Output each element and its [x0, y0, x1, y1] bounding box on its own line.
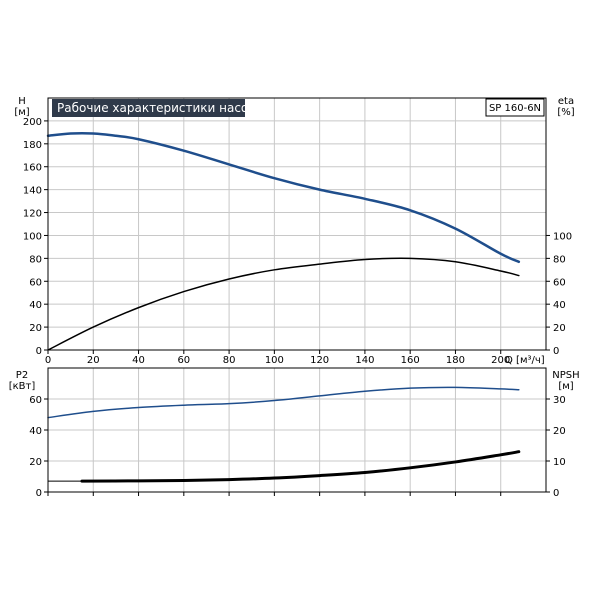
right-tick-label: 0 — [553, 488, 559, 499]
chart-title-background — [52, 99, 245, 117]
left-tick-label: 160 — [23, 163, 42, 174]
head-efficiency-chart: 0 20 40 60 80 100 120 140 160 180 200 0 20 40 60 80 100 0… — [14, 96, 574, 366]
right-axis-unit: [%] — [557, 107, 574, 118]
x-tick-label: 60 — [177, 355, 190, 366]
left-tick-label: 200 — [23, 117, 42, 128]
x-tick-label: 120 — [310, 355, 329, 366]
left-axis-label: P2 — [16, 370, 28, 381]
left-axis-unit: [кВт] — [9, 381, 36, 392]
series-line-2 — [80, 450, 521, 483]
model-label-box — [485, 98, 545, 117]
left-tick-label: 80 — [29, 254, 42, 265]
left-axis-label: H — [18, 96, 26, 107]
left-tick-label: 120 — [23, 209, 42, 220]
left-tick-label: 40 — [29, 426, 42, 437]
right-tick-label: 0 — [553, 346, 559, 357]
right-tick-label: 10 — [553, 457, 566, 468]
left-tick-label: 60 — [29, 395, 42, 406]
x-tick-label: 0 — [45, 355, 51, 366]
series-line-0 — [46, 131, 521, 264]
right-tick-label: 20 — [553, 426, 566, 437]
right-tick-label: 30 — [553, 395, 566, 406]
right-tick-label: 100 — [553, 231, 572, 242]
series-line-0 — [47, 386, 520, 419]
model-label: SP 160-6N — [489, 103, 541, 114]
x-tick-label: 180 — [446, 355, 465, 366]
x-tick-label: 160 — [401, 355, 420, 366]
chart-title: Рабочие характеристики насоса — [57, 101, 262, 115]
right-axis-label: NPSH — [552, 370, 579, 381]
x-tick-label: 100 — [265, 355, 284, 366]
right-tick-label: 80 — [553, 254, 566, 265]
plot-frame — [47, 97, 547, 351]
left-tick-label: 20 — [29, 457, 42, 468]
x-tick-label: 200 — [491, 355, 510, 366]
left-tick-label: 100 — [23, 231, 42, 242]
x-tick-label: 20 — [87, 355, 100, 366]
right-axis-unit: [м] — [558, 381, 573, 392]
x-tick-label: 80 — [223, 355, 236, 366]
left-tick-label: 140 — [23, 186, 42, 197]
power-npsh-chart: 0 20 40 60 0 10 20 30 P2[кВт] NPSH[м] — [9, 367, 580, 499]
left-tick-label: 40 — [29, 300, 42, 311]
left-tick-label: 0 — [36, 488, 42, 499]
x-tick-label: 40 — [132, 355, 145, 366]
left-axis-unit: [м] — [14, 107, 29, 118]
left-tick-label: 60 — [29, 277, 42, 288]
series-line-1 — [47, 257, 520, 351]
left-tick-label: 0 — [36, 346, 42, 357]
right-tick-label: 20 — [553, 323, 566, 334]
x-axis-label: Q [м³/ч] — [505, 355, 545, 366]
right-tick-label: 40 — [553, 300, 566, 311]
left-tick-label: 20 — [29, 323, 42, 334]
left-tick-label: 180 — [23, 140, 42, 151]
right-tick-label: 60 — [553, 277, 566, 288]
x-tick-label: 140 — [355, 355, 374, 366]
right-axis-label: eta — [558, 96, 574, 107]
